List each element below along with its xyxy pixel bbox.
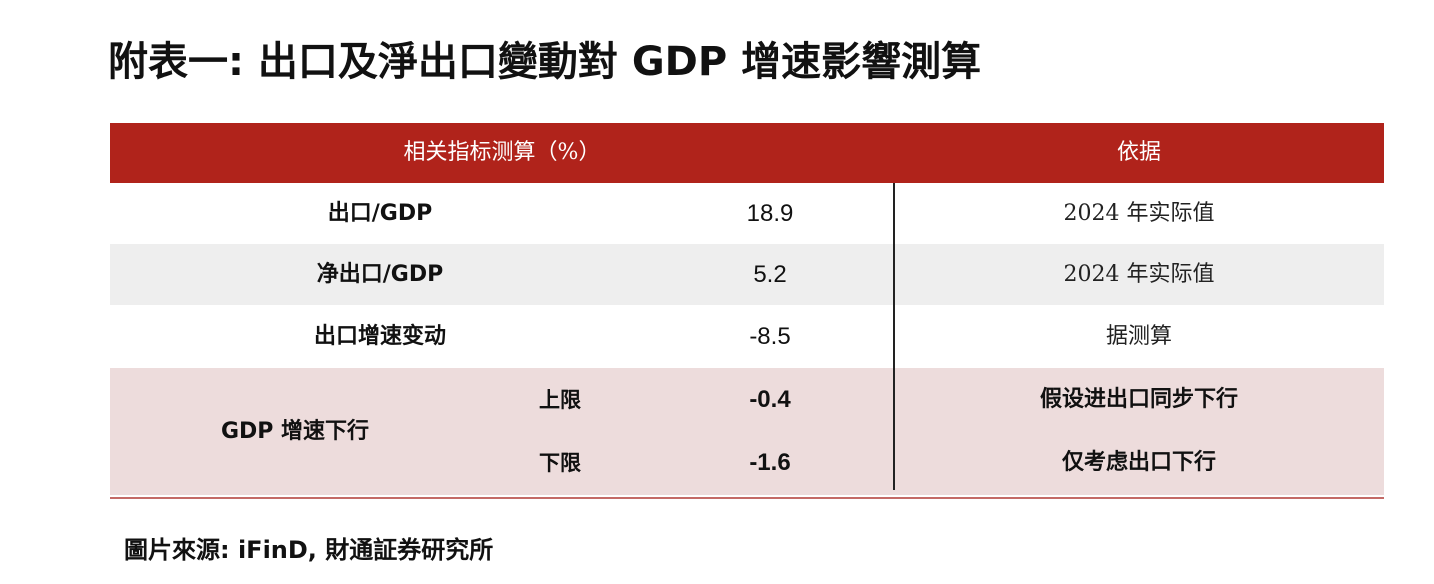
row-value: 18.9	[746, 200, 794, 227]
gdp-group-label: GDP 增速下行	[220, 419, 370, 444]
table-row: 出口/GDP 18.9 2024 年实际值	[110, 183, 1384, 244]
source-note: 圖片來源: iFinD, 財通証券研究所	[124, 536, 494, 564]
table-row: 净出口/GDP 5.2 2024 年实际值	[110, 244, 1384, 305]
row-label: 出口/GDP	[327, 201, 433, 226]
upper-bound-label: 上限	[539, 387, 581, 412]
row-value: -8.5	[749, 323, 791, 350]
impact-table: 相关指标测算（%） 依据 出口/GDP 18.9 2024 年实际值 净出口/G…	[110, 123, 1384, 501]
row-basis: 2024 年实际值	[1063, 262, 1215, 287]
column-divider	[893, 183, 895, 490]
header-indicators: 相关指标测算（%）	[403, 140, 601, 165]
page-title: 附表一: 出口及淨出口變動對 GDP 增速影響測算	[108, 39, 982, 85]
upper-bound-basis: 假设进出口同步下行	[1039, 386, 1238, 412]
lower-bound-label: 下限	[539, 450, 581, 475]
table-header: 相关指标测算（%） 依据	[110, 123, 1384, 183]
table-row: 出口增速变动 -8.5 据测算	[110, 306, 1384, 367]
gdp-group-row: GDP 增速下行 上限 -0.4 假设进出口同步下行 下限 -1.6 仅考虑出口…	[110, 368, 1384, 495]
lower-bound-value: -1.6	[749, 449, 791, 476]
row-basis: 2024 年实际值	[1063, 201, 1215, 226]
upper-bound-value: -0.4	[749, 386, 791, 413]
table-bottom-rule	[110, 497, 1384, 499]
row-label: 净出口/GDP	[316, 262, 444, 287]
lower-bound-basis: 仅考虑出口下行	[1061, 449, 1216, 475]
row-basis: 据测算	[1105, 324, 1172, 349]
header-basis: 依据	[1116, 140, 1161, 165]
row-value: 5.2	[753, 261, 787, 288]
row-label: 出口增速变动	[313, 324, 446, 349]
